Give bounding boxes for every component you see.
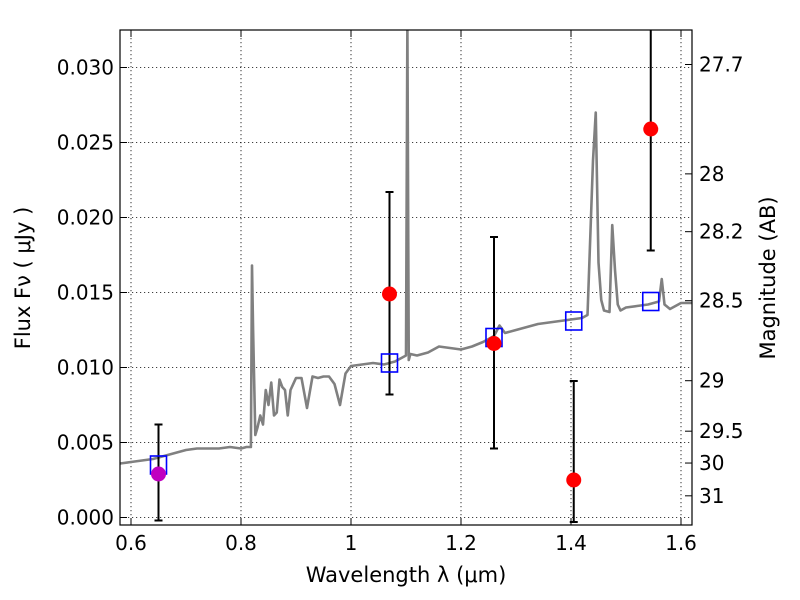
plot-frame [119, 29, 693, 526]
x-tick-label: 1 [345, 531, 358, 555]
x-tick-label: 0.6 [115, 531, 147, 555]
template-sed-line [120, 30, 692, 465]
x-tick-label: 0.8 [225, 531, 257, 555]
model-point [380, 353, 399, 373]
y-tick-label: 0.030 [57, 56, 114, 80]
x-tick-label: 1.6 [665, 531, 697, 555]
y-tick-label: 0.025 [57, 131, 114, 155]
y2-tick-label: 30 [699, 451, 724, 475]
plot-area [120, 30, 692, 465]
observed-point [486, 336, 502, 351]
error-bars [149, 30, 660, 523]
observed-point [643, 121, 659, 137]
x-tick-label: 1.2 [445, 531, 477, 555]
y2-tick-label: 27.7 [699, 53, 744, 77]
y2-tick-label: 31 [699, 484, 724, 508]
y2-tick-label: 28.5 [699, 289, 744, 313]
x-tick-label: 1.4 [555, 531, 587, 555]
y2-tick-label: 28 [699, 162, 724, 186]
observed-point [566, 472, 582, 488]
y2-axis-title: Magnitude (AB) [756, 196, 780, 359]
y-axis-title: Flux Fν ( μJy ) [11, 207, 35, 350]
y2-tick-label: 28.2 [699, 220, 744, 244]
model-point [564, 311, 583, 331]
y-tick-label: 0.005 [57, 431, 114, 455]
axis-ticks: 0.6 0.8 1 1.2 1.4 1.6 0.000 0.005 0.010 0.015 0.02… [57, 30, 744, 555]
x-axis-title: Wavelength λ (μm) [306, 563, 507, 587]
y2-tick-label: 29.5 [699, 419, 744, 443]
observed-point [382, 286, 397, 302]
y2-tick-label: 29 [699, 369, 724, 393]
y-tick-label: 0.015 [57, 281, 114, 305]
y-tick-label: 0.000 [57, 506, 114, 530]
model-point [641, 291, 660, 312]
y-tick-label: 0.010 [57, 356, 114, 380]
y-tick-label: 0.020 [57, 206, 114, 230]
observed-point [151, 466, 166, 482]
